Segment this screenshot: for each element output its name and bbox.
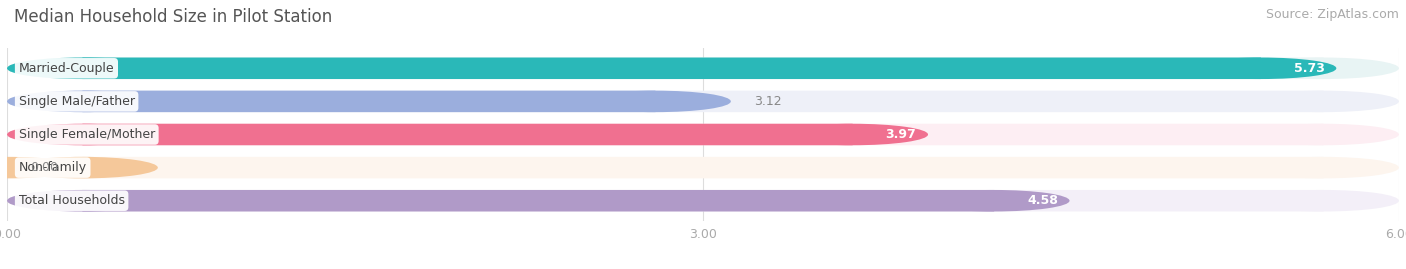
Text: Total Households: Total Households bbox=[18, 194, 125, 207]
Ellipse shape bbox=[7, 157, 157, 178]
Ellipse shape bbox=[1249, 124, 1399, 145]
Text: 3.12: 3.12 bbox=[754, 95, 782, 108]
Text: Single Female/Mother: Single Female/Mother bbox=[18, 128, 155, 141]
FancyBboxPatch shape bbox=[83, 91, 655, 112]
Text: 5.73: 5.73 bbox=[1294, 62, 1324, 75]
Ellipse shape bbox=[7, 190, 157, 211]
Text: 4.58: 4.58 bbox=[1026, 194, 1057, 207]
Ellipse shape bbox=[7, 91, 157, 112]
Ellipse shape bbox=[1249, 157, 1399, 178]
Ellipse shape bbox=[1249, 58, 1399, 79]
Ellipse shape bbox=[581, 91, 731, 112]
FancyBboxPatch shape bbox=[83, 58, 1323, 79]
FancyBboxPatch shape bbox=[83, 124, 852, 145]
FancyBboxPatch shape bbox=[83, 91, 1323, 112]
Ellipse shape bbox=[7, 58, 157, 79]
FancyBboxPatch shape bbox=[83, 157, 1323, 178]
Ellipse shape bbox=[1185, 58, 1336, 79]
Ellipse shape bbox=[7, 58, 157, 79]
Ellipse shape bbox=[7, 190, 157, 211]
Ellipse shape bbox=[778, 124, 928, 145]
Text: Median Household Size in Pilot Station: Median Household Size in Pilot Station bbox=[14, 8, 332, 26]
Ellipse shape bbox=[1249, 190, 1399, 211]
FancyBboxPatch shape bbox=[83, 124, 1323, 145]
Ellipse shape bbox=[7, 157, 157, 178]
Text: Single Male/Father: Single Male/Father bbox=[18, 95, 135, 108]
Text: 0.00: 0.00 bbox=[31, 161, 58, 174]
Ellipse shape bbox=[918, 190, 1070, 211]
Text: 3.97: 3.97 bbox=[886, 128, 917, 141]
Text: Married-Couple: Married-Couple bbox=[18, 62, 114, 75]
Ellipse shape bbox=[7, 91, 157, 112]
Ellipse shape bbox=[7, 124, 157, 145]
Text: Source: ZipAtlas.com: Source: ZipAtlas.com bbox=[1265, 8, 1399, 21]
Text: Non-family: Non-family bbox=[18, 161, 87, 174]
FancyBboxPatch shape bbox=[83, 190, 994, 211]
Ellipse shape bbox=[0, 157, 83, 178]
Ellipse shape bbox=[1249, 91, 1399, 112]
FancyBboxPatch shape bbox=[83, 190, 1323, 211]
FancyBboxPatch shape bbox=[83, 58, 1261, 79]
Ellipse shape bbox=[7, 124, 157, 145]
